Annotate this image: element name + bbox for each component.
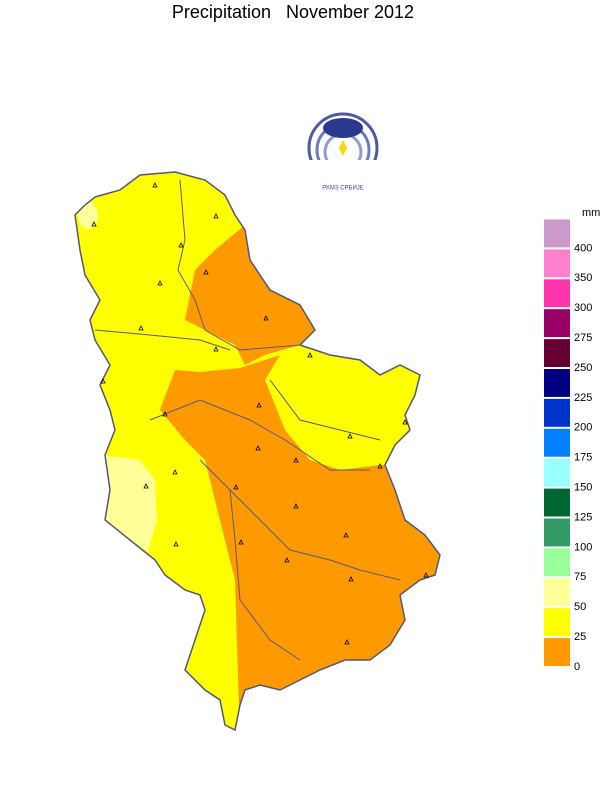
logo: РХМЗ СРБИЈЕ	[305, 112, 381, 192]
rivers	[94, 179, 401, 661]
legend-swatch	[544, 638, 570, 666]
legend-swatch	[544, 428, 570, 457]
legend-label: 100	[574, 541, 592, 553]
legend-swatch	[544, 458, 570, 487]
legend-label: 75	[574, 571, 586, 583]
legend-label: 400	[574, 242, 592, 254]
logo-caption: РХМЗ СРБИЈЕ	[322, 186, 364, 192]
legend-swatch	[544, 608, 570, 637]
legend-swatch	[544, 279, 570, 308]
legend-swatch	[544, 548, 570, 577]
legend-label: 25	[574, 631, 586, 643]
legend-swatch	[544, 518, 570, 547]
legend-label: 125	[574, 511, 592, 523]
legend-label: 175	[574, 452, 592, 464]
precipitation-zones	[75, 172, 440, 730]
legend-swatch	[544, 398, 570, 427]
legend-swatch	[544, 369, 570, 397]
legend-swatch	[544, 339, 570, 367]
stations	[91, 182, 429, 645]
legend: mm 0 25 50 75 100 125 150 175 200 225 250 275 300 350…	[544, 207, 600, 673]
legend-label: 250	[574, 362, 592, 374]
legend-label: 50	[574, 601, 586, 613]
legend-unit: mm	[582, 207, 600, 219]
legend-swatch	[544, 488, 570, 517]
legend-label: 150	[574, 482, 592, 494]
legend-label: 350	[574, 272, 592, 284]
legend-swatch	[544, 249, 570, 278]
legend-label: 300	[574, 302, 592, 314]
legend-swatch	[544, 578, 570, 607]
title: Precipitation November 2012	[172, 2, 414, 22]
legend-label: 275	[574, 332, 592, 344]
legend-label: 200	[574, 422, 592, 434]
legend-swatch	[544, 309, 570, 338]
legend-label: 225	[574, 392, 592, 404]
legend-swatch	[544, 219, 570, 248]
legend-label: 0	[574, 661, 580, 673]
